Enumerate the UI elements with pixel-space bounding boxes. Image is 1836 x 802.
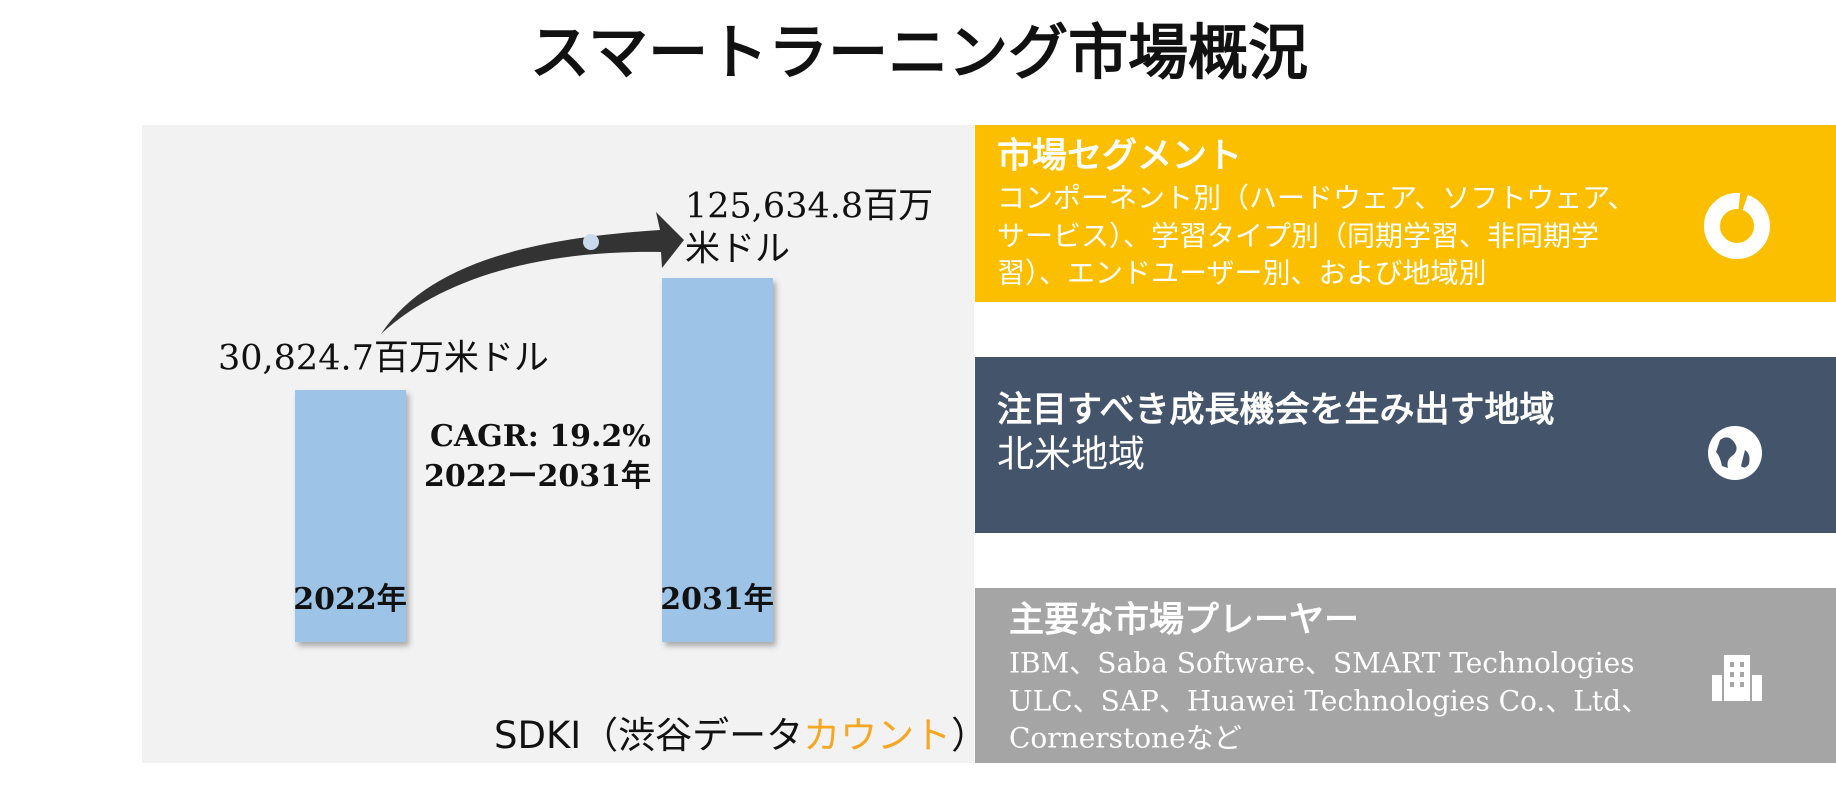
source: SDKI（渋谷データカウント） bbox=[494, 714, 988, 757]
bar-value-label: 米ドル bbox=[685, 230, 790, 270]
period: 2022ー2031年 bbox=[424, 459, 651, 494]
arrow-dot bbox=[583, 234, 599, 250]
source-highlight: カウント bbox=[803, 714, 951, 757]
globe-icon bbox=[1708, 426, 1762, 480]
donut-icon bbox=[1704, 193, 1770, 259]
bar-value-label: 125,634.8百万 bbox=[685, 187, 933, 227]
bar-value-label: 30,824.7百万米ドル bbox=[218, 339, 549, 379]
panel-text: 習）、エンドユーザー別、および地域別 bbox=[997, 257, 1486, 290]
panel-heading: 主要な市場プレーヤー bbox=[1009, 600, 1359, 641]
cagr: CAGR: 19.2% bbox=[430, 419, 651, 454]
building-icon bbox=[1712, 655, 1762, 701]
panel bbox=[975, 125, 1836, 302]
bar-label: 2031年 bbox=[660, 582, 774, 617]
panel-text: サービス）、学習タイプ別（同期学習、非同期学 bbox=[997, 220, 1599, 253]
panel bbox=[975, 588, 1836, 763]
panel-text: 北米地域 bbox=[997, 433, 1145, 476]
title: スマートラーニング市場概況 bbox=[530, 19, 1308, 89]
chart-panel bbox=[142, 125, 974, 763]
growth-arrow bbox=[381, 212, 684, 334]
panel-text: ULC、SAP、Huawei Technologies Co.、Ltd、 bbox=[1009, 685, 1649, 718]
bar bbox=[662, 278, 773, 642]
panel bbox=[975, 357, 1836, 533]
panel-heading: 注目すべき成長機会を生み出す地域 bbox=[997, 390, 1555, 431]
panel-heading: 市場セグメント bbox=[997, 136, 1242, 177]
panel-text: IBM、Saba Software、SMART Technologies bbox=[1009, 647, 1635, 680]
panel-text: コンポーネント別（ハードウェア、ソフトウェア、 bbox=[997, 182, 1635, 215]
bar bbox=[295, 390, 406, 642]
bar-label: 2022年 bbox=[293, 582, 407, 617]
panel-text: Cornerstoneなど bbox=[1009, 722, 1242, 755]
source-prefix: SDKI（渋谷データ bbox=[494, 714, 803, 757]
